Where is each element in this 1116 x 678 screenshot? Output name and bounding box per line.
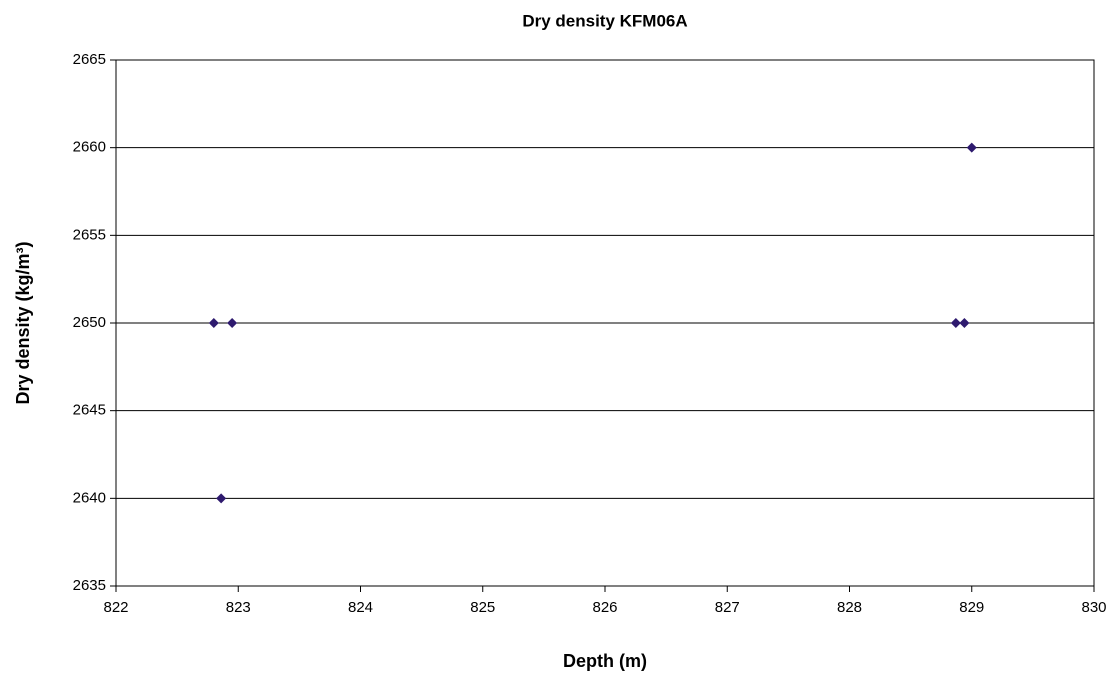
y-tick-label: 2655: [73, 226, 106, 243]
chart-title: Dry density KFM06A: [522, 11, 687, 30]
x-tick-label: 825: [470, 599, 495, 616]
x-tick-label: 828: [837, 599, 862, 616]
x-tick-label: 830: [1081, 599, 1106, 616]
y-tick-label: 2640: [73, 489, 106, 506]
point: [208, 318, 219, 328]
x-axis-title: Depth (m): [563, 651, 647, 671]
point: [950, 318, 961, 328]
x-tick-label: 824: [348, 599, 373, 616]
y-tick-label: 2650: [73, 314, 106, 331]
point: [959, 318, 970, 328]
y-axis-title: Dry density (kg/m³): [13, 241, 33, 404]
y-tick-label: 2635: [73, 577, 106, 594]
y-tick-label: 2645: [73, 402, 106, 419]
point: [966, 142, 977, 153]
x-tick-label: 829: [959, 599, 984, 616]
y-tick-label: 2660: [73, 139, 106, 156]
x-tick-label: 823: [226, 599, 251, 616]
x-tick-label: 826: [592, 599, 617, 616]
y-tick-label: 2665: [73, 51, 106, 68]
point: [216, 493, 227, 504]
x-tick-label: 827: [715, 599, 740, 616]
point: [227, 318, 238, 328]
x-tick-label: 822: [103, 599, 128, 616]
